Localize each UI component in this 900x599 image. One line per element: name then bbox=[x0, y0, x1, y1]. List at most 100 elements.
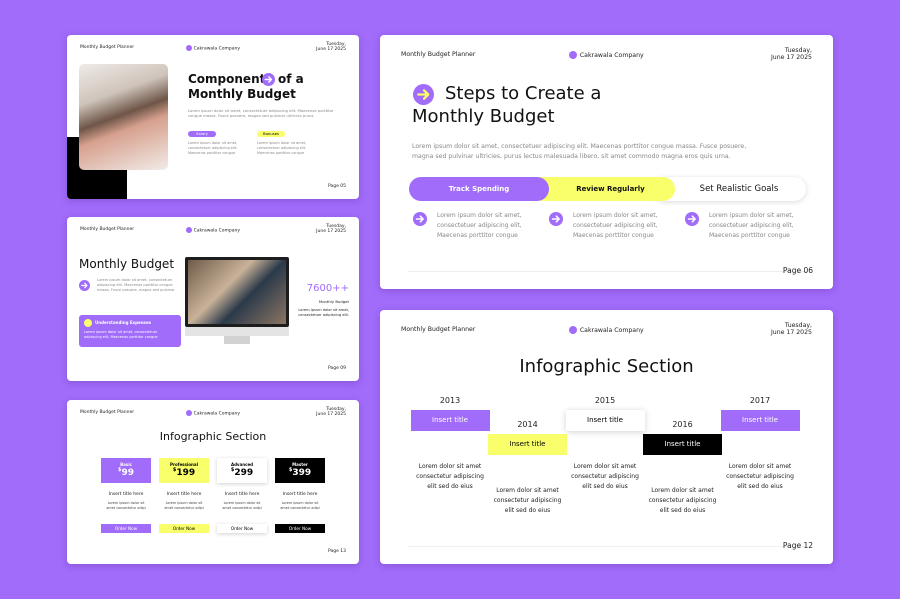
header-company: Cakrawala Company bbox=[380, 326, 833, 335]
price: 199 bbox=[176, 468, 196, 478]
header-planner: Monthly Budget Planner bbox=[80, 410, 135, 415]
timeline-box: Insert title bbox=[720, 410, 800, 431]
step-pill: Track Spending bbox=[409, 177, 549, 201]
step-pill: Set Realistic Goals bbox=[654, 177, 806, 201]
callout-icon bbox=[84, 319, 92, 327]
body-text: Lorem ipsum dolor sit amet, consectetuer… bbox=[97, 278, 175, 293]
divider bbox=[408, 546, 808, 547]
timeline-text: Lorem dolor sit amet consectetur adipisc… bbox=[571, 463, 639, 491]
plan-text: Lorem ipsum dolor sit amet consectetur a… bbox=[280, 501, 320, 510]
header-company: Cakrawala Company bbox=[67, 45, 359, 51]
company-name: Cakrawala Company bbox=[579, 52, 644, 60]
icon-arrow bbox=[264, 76, 273, 83]
timeline-text: Lorem dolor sit amet consectetur adipisc… bbox=[726, 463, 794, 491]
monitor-screen bbox=[188, 260, 286, 324]
tag: Salary bbox=[188, 131, 216, 137]
stat-text: Lorem ipsum dolor sit amet, consectetuer… bbox=[298, 308, 349, 318]
arrow-icon bbox=[685, 212, 699, 226]
currency: $ bbox=[230, 467, 235, 473]
date-line: Tuesday, bbox=[326, 41, 346, 47]
header-planner: Monthly Budget Planner bbox=[401, 51, 476, 58]
tag-text: Lorem ipsum dolor sit amet, consectetuer… bbox=[188, 141, 238, 156]
year: 2013 bbox=[439, 396, 461, 405]
plan-price: $399 bbox=[275, 467, 325, 478]
date-line: Tuesday, bbox=[784, 321, 812, 329]
price-box: Master $399 bbox=[275, 458, 325, 483]
header-planner: Monthly Budget Planner bbox=[80, 45, 135, 50]
date-line: Tuesday, bbox=[326, 406, 346, 412]
slide: Monthly Budget Planner Cakrawala Company T… bbox=[67, 217, 359, 381]
tag: Bonuses bbox=[257, 131, 285, 137]
plan-name: Basic bbox=[120, 462, 132, 467]
price-box: Advanced $299 bbox=[217, 458, 267, 483]
stat-label: Monthly Budget bbox=[318, 299, 349, 304]
price-box: Professional $199 bbox=[159, 458, 209, 483]
timeline-text: Lorem dolor sit amet consectetur adipisc… bbox=[416, 463, 484, 491]
company-name: Cakrawala Company bbox=[193, 228, 241, 234]
order-button[interactable]: Order Now bbox=[217, 524, 267, 533]
callout: Understanding Expenses Lorem ipsum dolor … bbox=[79, 315, 181, 347]
header-date: Tuesday, June 17 2025 bbox=[771, 47, 812, 61]
header-company: Cakrawala Company bbox=[67, 227, 359, 233]
title-line: Steps to Create a bbox=[445, 83, 602, 104]
slide: Monthly Budget Planner Cakrawala Company T… bbox=[380, 310, 833, 564]
date-line: June 17 2025 bbox=[316, 47, 346, 53]
tag-text: Lorem ipsum dolor sit amet, consectetuer… bbox=[257, 141, 307, 156]
company-name: Cakrawala Company bbox=[193, 46, 241, 52]
body-text: Lorem ipsum dolor sit amet, consectetuer… bbox=[188, 108, 334, 119]
order-button[interactable]: Order Now bbox=[159, 524, 209, 533]
price: 99 bbox=[121, 468, 134, 478]
plan-title: Insert title here bbox=[166, 492, 202, 497]
page-number: Page 12 bbox=[782, 541, 813, 550]
page-number: Page 13 bbox=[327, 549, 346, 554]
date-line: June 17 2025 bbox=[316, 412, 346, 418]
price: 399 bbox=[292, 468, 312, 478]
date-line: June 17 2025 bbox=[770, 53, 812, 61]
price-box: Basic $99 bbox=[101, 458, 151, 483]
header-company: Cakrawala Company bbox=[380, 51, 833, 60]
callout-title: Understanding Expenses bbox=[95, 320, 152, 325]
header-planner: Monthly Budget Planner bbox=[80, 227, 135, 232]
year: 2016 bbox=[672, 420, 693, 429]
slide: Monthly Budget Planner Cakrawala Company T… bbox=[380, 35, 833, 289]
plan-price: $99 bbox=[101, 467, 151, 478]
timeline-text: Lorem dolor sit amet consectetur adipisc… bbox=[648, 487, 717, 515]
slide-title: Infographic Section bbox=[159, 430, 267, 443]
header-company: Cakrawala Company bbox=[67, 410, 359, 416]
step-text: Lorem ipsum dolor sit amet, consectetuer… bbox=[437, 212, 522, 239]
timeline-text: Lorem dolor sit amet consectetur adipisc… bbox=[493, 487, 562, 515]
plan-name: Professional bbox=[170, 462, 198, 467]
company-logo bbox=[185, 227, 192, 233]
date-line: June 17 2025 bbox=[770, 328, 812, 336]
header-date: Tuesday, June 17 2025 bbox=[771, 322, 812, 336]
price: 299 bbox=[234, 468, 254, 478]
arrow-icon bbox=[79, 280, 90, 291]
icon-arrow bbox=[415, 215, 424, 223]
timeline-box: Insert title bbox=[643, 434, 722, 455]
step-text: Lorem ipsum dolor sit amet, consectetuer… bbox=[573, 212, 658, 239]
step-pill: Review Regularly bbox=[530, 177, 675, 201]
date-line: June 17 2025 bbox=[316, 229, 346, 235]
plan-text: Lorem ipsum dolor sit amet consectetur a… bbox=[164, 501, 204, 510]
timeline-box: Insert title bbox=[565, 410, 645, 431]
arrow-icon bbox=[413, 84, 434, 105]
plan-name: Advanced bbox=[230, 462, 254, 467]
slide-title: Monthly Budget bbox=[79, 257, 175, 271]
slide-title: Infographic Section bbox=[519, 356, 694, 377]
order-button[interactable]: Order Now bbox=[101, 524, 151, 533]
arrow-icon bbox=[549, 212, 563, 226]
monitor-chin bbox=[185, 327, 289, 336]
header-date: Tuesday, June 17 2025 bbox=[316, 42, 346, 52]
timeline-box: Insert title bbox=[410, 410, 490, 431]
header-planner: Monthly Budget Planner bbox=[401, 326, 476, 333]
order-button[interactable]: Order Now bbox=[275, 524, 325, 533]
company-logo bbox=[569, 51, 578, 60]
icon-arrow bbox=[417, 89, 430, 100]
company-name: Cakrawala Company bbox=[579, 327, 644, 335]
header-date: Tuesday, June 17 2025 bbox=[316, 224, 346, 234]
plan-title: Insert title here bbox=[108, 492, 144, 497]
plan-price: $299 bbox=[217, 467, 267, 478]
date-line: Tuesday, bbox=[326, 223, 346, 229]
step-text: Lorem ipsum dolor sit amet, consectetuer… bbox=[709, 212, 794, 239]
